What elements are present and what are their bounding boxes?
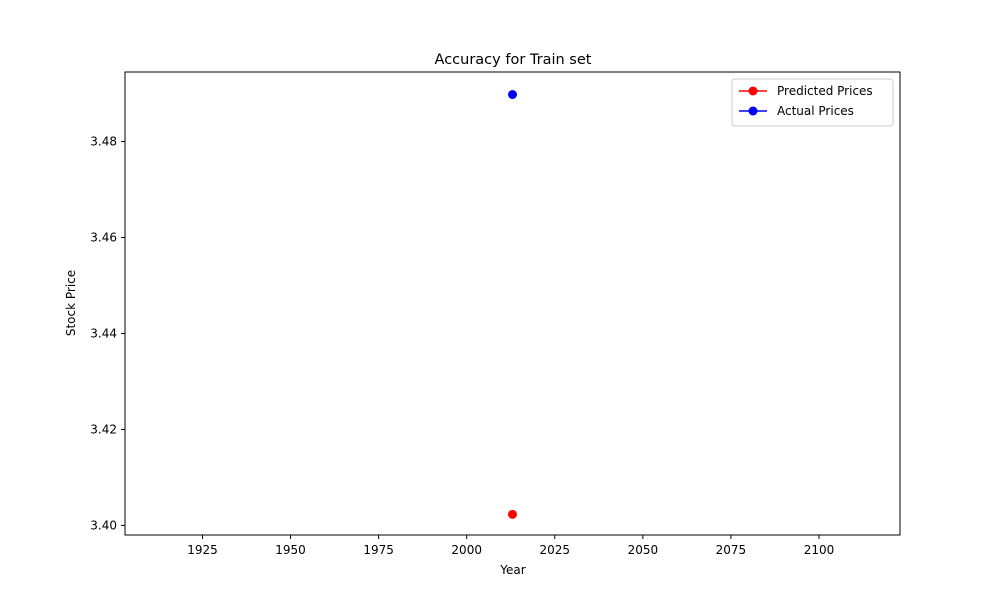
x-tick-label: 1975 (363, 543, 394, 557)
x-tick-label: 1950 (275, 543, 306, 557)
plot-area-frame (124, 71, 901, 536)
y-tick-label: 3.48 (90, 135, 117, 149)
x-tick-label: 2100 (804, 543, 835, 557)
y-tick-label: 3.40 (90, 518, 117, 532)
y-axis-ticks: 3.40 3.42 3.44 3.46 3.48 (90, 135, 125, 532)
x-tick-label: 2025 (539, 543, 570, 557)
legend-marker-0 (748, 86, 758, 96)
y-tick-label: 3.42 (90, 422, 117, 436)
x-tick-label: 2000 (451, 543, 482, 557)
x-tick-label: 2075 (716, 543, 747, 557)
legend-entries: Predicted Prices Actual Prices (739, 84, 873, 118)
data-points (508, 90, 517, 519)
x-tick-label: 1925 (187, 543, 218, 557)
data-point-0-0 (508, 509, 517, 519)
chart-title: Accuracy for Train set (435, 52, 592, 68)
y-tick-label: 3.44 (90, 326, 117, 340)
legend-label-1: Actual Prices (777, 104, 854, 118)
legend-label-0: Predicted Prices (777, 84, 873, 98)
x-axis-ticks: 1925 1950 1975 2000 2025 2050 2075 2100 (187, 535, 834, 557)
data-point-1-0 (508, 90, 517, 100)
legend-box (731, 78, 894, 127)
legend: Predicted Prices Actual Prices (731, 78, 894, 127)
legend-marker-1 (748, 106, 758, 116)
x-tick-label: 2050 (628, 543, 659, 557)
y-tick-label: 3.46 (90, 231, 117, 245)
x-axis-label: Year (499, 563, 525, 577)
y-axis-label: Stock Price (64, 270, 78, 336)
